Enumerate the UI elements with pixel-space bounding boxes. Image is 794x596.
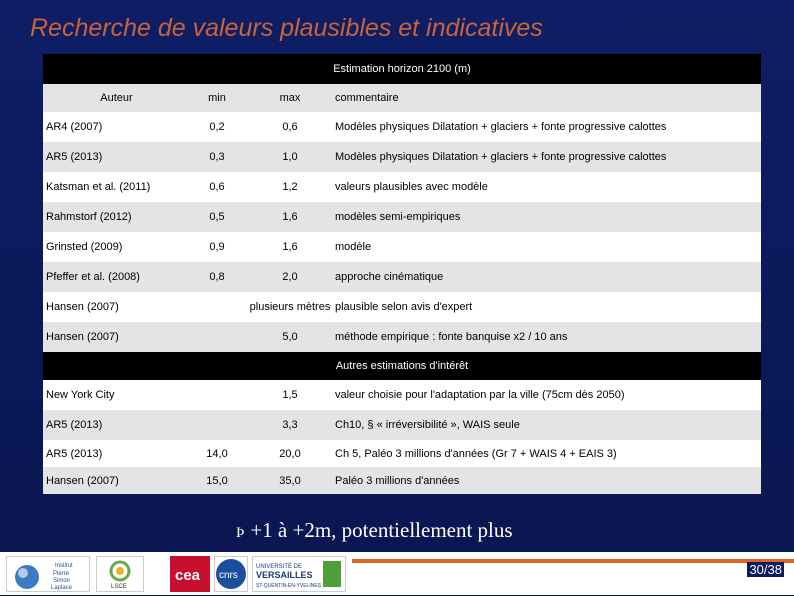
table-row: AR5 (2013) 3,3 Ch10, § « irréversibilité »… — [43, 410, 761, 440]
uvsq-logo: UNIVERSITÉ DE VERSAILLES ST-QUENTIN-EN-Y… — [252, 556, 346, 592]
cell-min: 0,8 — [209, 271, 225, 283]
table-row: Grinsted (2009) 0,9 1,6 modèle — [43, 232, 761, 262]
cell-min — [187, 410, 247, 440]
cell-min — [187, 292, 247, 322]
cell-max: 20,0 — [279, 447, 301, 460]
cell-max: 0,6 — [282, 121, 298, 133]
cell-min: 0,3 — [209, 151, 225, 163]
cell-max: 1,0 — [282, 151, 298, 163]
cell-author: Pfeffer et al. (2008) — [46, 271, 140, 283]
ipsl-logo: Institut Pierre Simon Laplace — [6, 556, 90, 592]
cea-logo: cea — [170, 556, 210, 592]
estimates-table: Estimation horizon 2100 (m) Auteur min m… — [43, 54, 761, 494]
slide-title: Recherche de valeurs plausibles et indic… — [30, 14, 543, 42]
cell-comment: approche cinématique — [335, 271, 444, 283]
table-row: Hansen (2007) 15,0 35,0 Paléo 3 millions d'… — [43, 467, 761, 494]
ipsl-logo-text-2: Pierre — [53, 571, 70, 577]
cell-author: AR4 (2007) — [46, 121, 103, 133]
cell-max: 1,6 — [282, 211, 298, 223]
cell-comment: modèle — [335, 241, 372, 253]
cell-comment: plausible selon avis d'expert — [335, 301, 473, 313]
cell-min — [187, 322, 247, 352]
cell-author: Hansen (2007) — [46, 301, 119, 313]
table-row: AR5 (2013) 14,0 20,0 Ch 5, Paléo 3 millions… — [43, 440, 761, 467]
table-row: Katsman et al. (2011) 0,6 1,2 valeurs plaus… — [43, 172, 761, 202]
cell-author: Hansen (2007) — [46, 331, 119, 343]
cell-author: Rahmstorf (2012) — [46, 211, 132, 223]
section-header-2100: Estimation horizon 2100 (m) — [43, 54, 761, 84]
cnrs-logo-text: cnrs — [219, 570, 238, 581]
cell-min: 0,6 — [209, 181, 225, 193]
lsce-logo-text: LSCE — [111, 584, 127, 590]
lsce-logo: LSCE — [96, 556, 144, 592]
cell-max: 1,2 — [282, 181, 298, 193]
cell-max: plusieurs mètres — [249, 301, 331, 313]
cell-comment: Ch10, § « irréversibilité », WAIS seule — [335, 419, 520, 431]
cell-author: AR5 (2013) — [46, 151, 103, 163]
cell-max: 35,0 — [279, 474, 301, 487]
cea-logo-text: cea — [175, 567, 201, 584]
cell-min: 0,9 — [209, 241, 225, 253]
cell-comment: Ch 5, Paléo 3 millions d'années (Gr 7 + … — [335, 447, 617, 460]
cell-max: 2,0 — [282, 271, 298, 283]
col-header-author: Auteur — [100, 92, 133, 104]
table-row: Rahmstorf (2012) 0,5 1,6 modèles semi-empir… — [43, 202, 761, 232]
cell-comment: modèles semi-empiriques — [335, 211, 461, 223]
cell-author: New York City — [46, 389, 115, 401]
cell-comment: valeur choisie pour l'adaptation par la … — [335, 389, 625, 401]
cell-max: 3,3 — [282, 419, 298, 431]
page-number: 30/38 — [747, 562, 784, 577]
table-row: Hansen (2007) plusieurs mètres plausible s… — [43, 292, 761, 322]
table-header-row: Auteur min max commentaire — [43, 84, 761, 112]
cell-comment: Paléo 3 millions d'années — [335, 474, 460, 487]
table-row: AR5 (2013) 0,3 1,0 Modèles physiques Dilata… — [43, 142, 761, 172]
cell-author: Grinsted (2009) — [46, 241, 123, 253]
ipsl-logo-text-4: Laplace — [51, 585, 73, 591]
col-header-min: min — [208, 92, 226, 104]
cell-author: AR5 (2013) — [46, 447, 103, 460]
cell-max: 1,6 — [282, 241, 298, 253]
cell-comment: valeurs plausibles avec modèle — [335, 181, 488, 193]
uvsq-logo-text-1: UNIVERSITÉ DE — [256, 563, 302, 570]
uvsq-logo-text-2: VERSAILLES — [256, 570, 313, 580]
cell-min: 0,5 — [209, 211, 225, 223]
cell-author: Hansen (2007) — [46, 474, 119, 487]
cell-author: Katsman et al. (2011) — [46, 181, 151, 193]
cell-comment: méthode empirique : fonte banquise x2 / … — [335, 331, 568, 343]
table-row: Hansen (2007) 5,0 méthode empirique : font… — [43, 322, 761, 352]
cell-comment: Modèles physiques Dilatation + glaciers … — [335, 151, 667, 163]
table-row: AR4 (2007) 0,2 0,6 Modèles physiques Dilata… — [43, 112, 761, 142]
cell-min: 0,2 — [209, 121, 225, 133]
conclusion-text: +1 à +2m, potentiellement plus — [250, 518, 513, 542]
cell-min: 14,0 — [206, 447, 228, 460]
section-header-other: Autres estimations d'intérêt — [43, 352, 761, 380]
col-header-max: max — [279, 92, 301, 104]
footer-accent-line — [352, 559, 794, 563]
cell-max: 5,0 — [282, 331, 298, 343]
table-row: New York City 1,5 valeur choisie pour l'ad… — [43, 380, 761, 410]
arrow-bullet-icon: Þ — [236, 525, 245, 541]
ipsl-logo-text-1: Institut — [55, 563, 73, 569]
cell-author: AR5 (2013) — [46, 419, 103, 431]
cnrs-logo: cnrs — [214, 556, 248, 592]
table-row: Pfeffer et al. (2008) 0,8 2,0 approche ciné… — [43, 262, 761, 292]
conclusion-line: Þ +1 à +2m, potentiellement plus — [236, 518, 513, 543]
col-header-comment: commentaire — [335, 92, 399, 104]
cell-max: 1,5 — [282, 389, 298, 401]
ipsl-logo-text-3: Simon — [53, 578, 70, 584]
cell-min — [187, 380, 247, 410]
cell-comment: Modèles physiques Dilatation + glaciers … — [335, 121, 667, 133]
uvsq-logo-text-3: ST-QUENTIN-EN-YVELINES — [256, 583, 322, 589]
cell-min: 15,0 — [206, 474, 228, 487]
